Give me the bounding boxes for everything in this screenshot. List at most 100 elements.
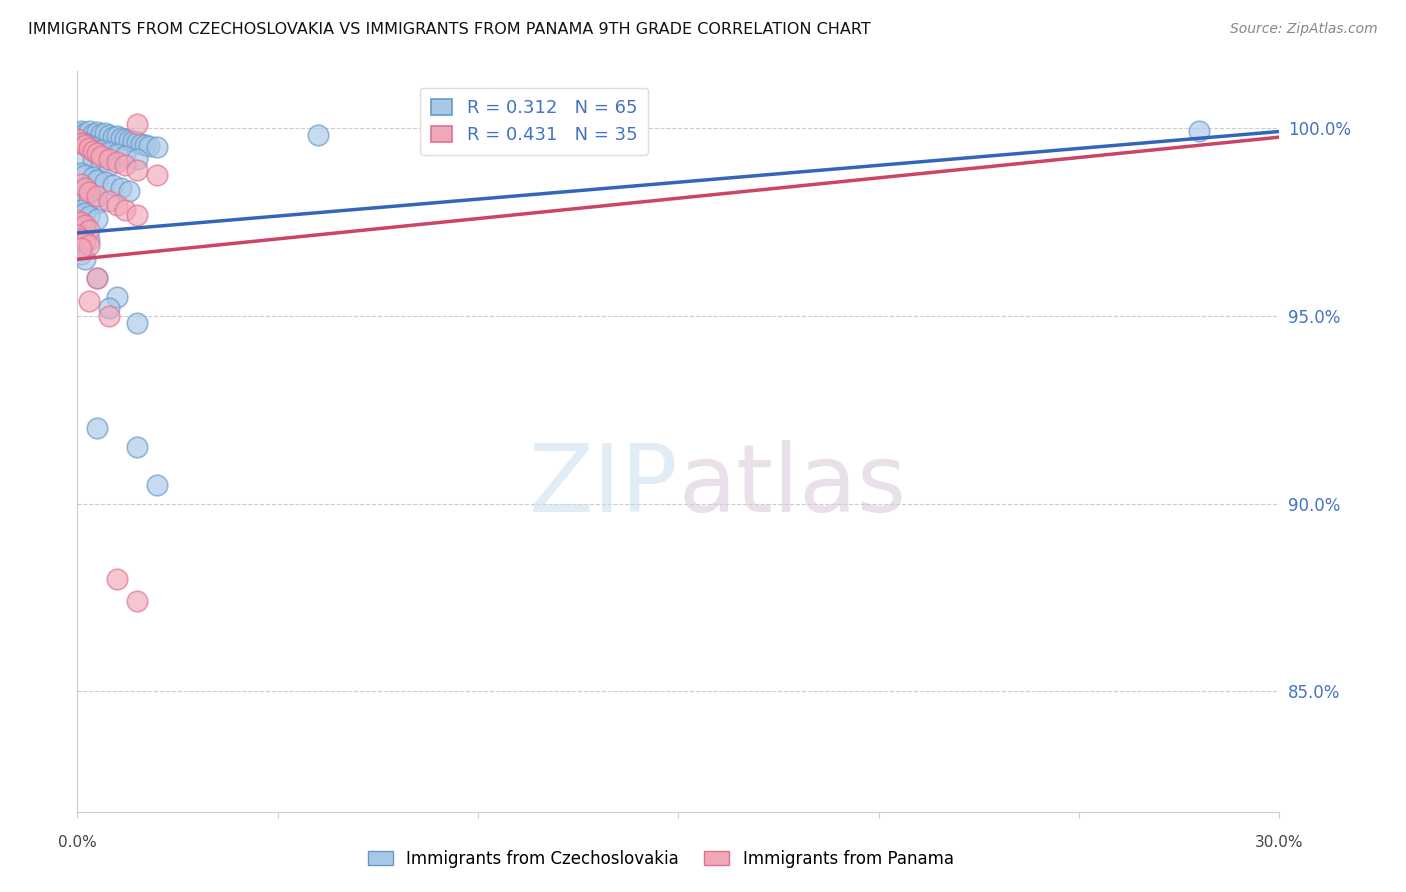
Text: Source: ZipAtlas.com: Source: ZipAtlas.com <box>1230 22 1378 37</box>
Point <box>107 572 129 586</box>
Point <box>70 136 93 150</box>
Point <box>79 238 101 252</box>
Point <box>66 212 89 227</box>
Point <box>127 440 149 454</box>
Point <box>94 175 117 189</box>
Point <box>131 136 153 151</box>
Point <box>98 128 121 143</box>
Point <box>70 231 93 245</box>
Point <box>66 227 89 242</box>
Point <box>82 144 104 158</box>
Text: IMMIGRANTS FROM CZECHOSLOVAKIA VS IMMIGRANTS FROM PANAMA 9TH GRADE CORRELATION C: IMMIGRANTS FROM CZECHOSLOVAKIA VS IMMIGR… <box>28 22 870 37</box>
Point <box>86 211 108 226</box>
Point <box>79 185 101 199</box>
Point <box>107 198 129 212</box>
Point <box>118 133 141 147</box>
Point <box>75 168 97 182</box>
Point <box>75 206 97 220</box>
Point <box>66 132 89 146</box>
Point <box>103 130 125 145</box>
Point <box>98 158 121 172</box>
Point <box>86 195 108 210</box>
Point <box>127 208 149 222</box>
Point <box>82 128 104 142</box>
Point <box>79 193 101 207</box>
Point <box>82 153 104 167</box>
Point <box>1188 124 1211 138</box>
Point <box>127 152 149 166</box>
Point <box>127 117 149 131</box>
Point <box>75 137 97 152</box>
Point <box>66 241 89 255</box>
Point <box>122 134 145 148</box>
Point <box>114 202 136 217</box>
Point <box>70 177 93 191</box>
Point <box>79 223 101 237</box>
Point <box>98 152 121 166</box>
Point <box>98 301 121 315</box>
Point <box>75 181 97 195</box>
Point <box>86 125 108 139</box>
Text: atlas: atlas <box>679 440 907 532</box>
Point <box>107 154 129 169</box>
Point <box>103 178 125 192</box>
Point <box>70 246 93 260</box>
Point <box>127 162 149 177</box>
Point <box>79 124 101 138</box>
Point <box>86 271 108 285</box>
Point <box>75 221 97 235</box>
Point <box>75 252 97 267</box>
Point <box>82 170 104 185</box>
Point <box>66 127 89 141</box>
Point <box>90 155 112 169</box>
Point <box>70 203 93 218</box>
Point <box>114 158 136 172</box>
Point <box>70 219 93 233</box>
Point <box>114 132 136 146</box>
Point <box>70 188 93 202</box>
Point <box>79 137 101 152</box>
Point <box>107 290 129 304</box>
Point <box>75 219 97 233</box>
Point <box>110 131 132 145</box>
Point <box>110 181 132 195</box>
Point <box>86 146 108 161</box>
Point <box>134 137 156 152</box>
Point <box>127 594 149 608</box>
Point <box>146 477 169 491</box>
Point <box>94 126 117 140</box>
Point <box>118 184 141 198</box>
Point <box>98 194 121 208</box>
Point <box>98 309 121 323</box>
Point <box>82 139 104 153</box>
Point <box>79 141 101 155</box>
Text: ZIP: ZIP <box>529 440 679 532</box>
Point <box>79 234 101 248</box>
Point <box>127 135 149 149</box>
Point <box>114 149 136 163</box>
Point <box>79 209 101 223</box>
Point <box>90 127 112 141</box>
Point <box>107 147 129 161</box>
Point <box>66 226 89 240</box>
Text: 30.0%: 30.0% <box>1256 836 1303 850</box>
Point <box>307 128 329 143</box>
Point <box>86 421 108 435</box>
Point <box>146 140 169 154</box>
Point <box>75 234 97 248</box>
Point <box>70 241 93 255</box>
Point <box>86 189 108 203</box>
Point <box>75 151 97 165</box>
Point <box>70 229 93 244</box>
Point <box>90 143 112 157</box>
Point <box>79 293 101 308</box>
Point <box>127 316 149 330</box>
Legend: R = 0.312   N = 65, R = 0.431   N = 35: R = 0.312 N = 65, R = 0.431 N = 35 <box>420 87 648 155</box>
Point <box>90 149 112 163</box>
Legend: Immigrants from Czechoslovakia, Immigrants from Panama: Immigrants from Czechoslovakia, Immigran… <box>361 844 960 875</box>
Point <box>138 138 160 153</box>
Point <box>70 215 93 229</box>
Point <box>70 166 93 180</box>
Text: 0.0%: 0.0% <box>58 836 97 850</box>
Point <box>75 136 97 150</box>
